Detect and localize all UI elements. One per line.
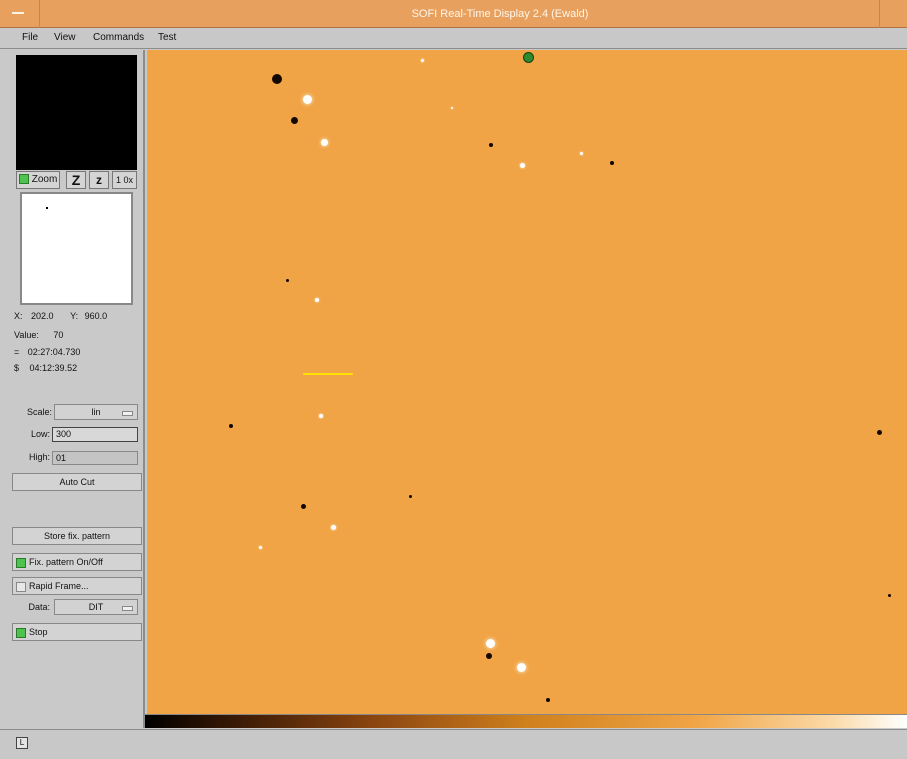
bright-source (258, 545, 262, 549)
value-label: Value: (14, 330, 39, 340)
x-value: 202.0 (31, 311, 54, 321)
stop-toggle[interactable]: Stop (12, 623, 142, 641)
status-icon[interactable]: L (16, 737, 28, 749)
store-pattern-button[interactable]: Store fix. pattern (12, 527, 142, 545)
menu-test[interactable]: Test (158, 32, 177, 43)
stop-checkbox[interactable] (16, 627, 26, 638)
cursor-dot (46, 207, 48, 209)
bright-source (516, 662, 526, 672)
dark-source (300, 503, 306, 509)
fix-pattern-toggle[interactable]: Fix. pattern On/Off (12, 553, 142, 571)
window-title: SOFI Real-Time Display 2.4 (Ewald) (411, 8, 589, 20)
dec-value: 04:12:39.52 (29, 363, 78, 373)
dark-source (229, 424, 233, 428)
bright-source (485, 638, 495, 648)
bright-source (315, 298, 319, 302)
bright-source (451, 107, 453, 109)
scale-option-menu[interactable]: lin (54, 404, 138, 420)
auto-cut-button[interactable]: Auto Cut (12, 473, 142, 491)
dark-source (290, 116, 298, 124)
zoom-factor[interactable]: 1 0x (112, 171, 137, 189)
dark-source (408, 494, 412, 498)
colorbar (145, 714, 907, 728)
dark-source (887, 593, 891, 597)
menu-view[interactable]: View (54, 32, 76, 43)
bright-source (302, 94, 312, 104)
xy-readout: X: 202.0 Y: 960.0 (14, 311, 107, 322)
zoom-in-button[interactable]: Z (66, 171, 86, 189)
status-bar: L (0, 729, 907, 759)
zoom-checkbox[interactable] (18, 174, 29, 185)
option-indicator-icon (122, 411, 133, 416)
y-value: 960.0 (84, 311, 108, 321)
green-marker-icon (523, 52, 534, 63)
scale-value: lin (91, 407, 101, 417)
data-value: DIT (88, 602, 104, 612)
bright-source (330, 524, 336, 530)
x-label: X: (14, 311, 23, 321)
yellow-artifact-marker (303, 373, 353, 375)
window-menu-button[interactable] (0, 0, 40, 28)
stop-label: Stop (29, 627, 48, 637)
control-panel: Zoom Z z 1 0x X: 202.0 Y: 960.0 Value: 7… (0, 50, 145, 728)
title-bar: SOFI Real-Time Display 2.4 (Ewald) (0, 0, 907, 28)
menu-commands[interactable]: Commands (93, 32, 145, 43)
ra-readout: = 02:27:04.730 (14, 347, 80, 358)
dec-readout: $ 04:12:39.52 (14, 363, 77, 374)
ra-value: 02:27:04.730 (27, 347, 81, 357)
high-input[interactable]: 01 (52, 451, 138, 465)
data-label: Data: (28, 602, 50, 612)
maximize-button[interactable] (879, 0, 907, 28)
pixel-value: 70 (53, 330, 64, 340)
dec-label: $ (14, 363, 20, 373)
dark-source (546, 698, 550, 702)
bright-source (420, 58, 424, 62)
ra-label: = (14, 347, 20, 357)
menu-file[interactable]: File (22, 32, 39, 43)
bright-source (319, 414, 323, 418)
magnifier-window (20, 192, 133, 305)
menu-bar: File View Commands Test (0, 28, 907, 49)
dark-source (610, 161, 614, 165)
scale-label: Scale: (26, 407, 52, 417)
value-readout: Value: 70 (14, 330, 63, 341)
rapid-frame-label: Rapid Frame... (29, 581, 89, 591)
image-display[interactable] (147, 50, 907, 714)
bright-source (519, 162, 525, 168)
zoom-controls: Zoom Z z 1 0x (14, 171, 139, 191)
low-input[interactable]: 300 (52, 427, 138, 442)
low-label: Low: (30, 429, 50, 439)
option-indicator-icon (122, 606, 133, 611)
y-label: Y: (70, 311, 79, 321)
dark-source (272, 74, 282, 84)
bright-source (320, 138, 328, 146)
rapid-frame-checkbox[interactable] (16, 581, 26, 592)
dark-source (486, 653, 492, 659)
fix-pattern-label: Fix. pattern On/Off (29, 557, 103, 567)
fix-pattern-checkbox[interactable] (16, 557, 26, 568)
pan-window[interactable] (16, 55, 137, 170)
zoom-out-button[interactable]: z (89, 171, 109, 189)
zoom-toggle[interactable]: Zoom (16, 171, 60, 189)
window-menu-icon (12, 12, 24, 14)
rapid-frame-toggle[interactable]: Rapid Frame... (12, 577, 142, 595)
dark-source (285, 278, 289, 282)
dark-source (489, 143, 493, 147)
high-label: High: (28, 452, 50, 462)
data-option-menu[interactable]: DIT (54, 599, 138, 615)
dark-source (876, 429, 882, 435)
bright-source (579, 151, 583, 155)
zoom-label: Zoom (31, 174, 58, 185)
